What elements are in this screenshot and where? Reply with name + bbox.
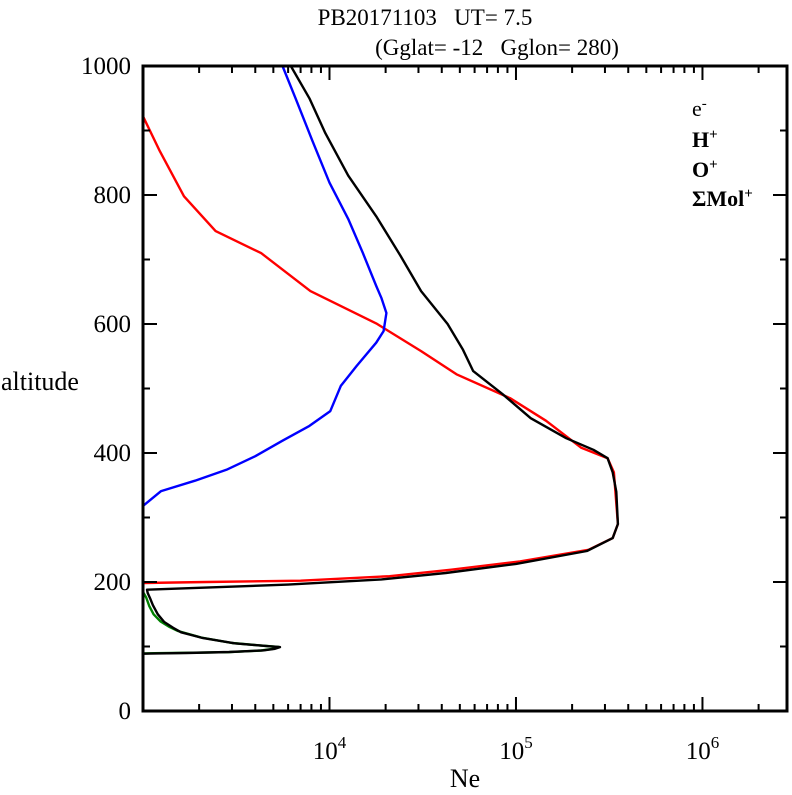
- legend-entry: e-: [692, 96, 707, 121]
- y-axis-tick-labels: 0 200 400 600 800 1000: [81, 53, 131, 725]
- chart-title-line1: PB20171103 UT= 7.5: [318, 5, 533, 30]
- series-e: [141, 64, 620, 655]
- curves: [141, 64, 620, 655]
- x-tick-label: 106: [686, 733, 720, 765]
- x-tick-label: 104: [313, 733, 347, 765]
- x-axis-tick-labels: 104 105 106: [313, 733, 719, 765]
- x-tick-label: 105: [499, 733, 533, 765]
- series-h: [141, 64, 388, 508]
- y-tick-label: 1000: [81, 53, 131, 80]
- legend-entry: ΣMol+: [692, 186, 753, 211]
- legend-entry: H+: [692, 127, 718, 152]
- plot-frame: [141, 64, 789, 713]
- x-axis-ticks: [198, 66, 760, 711]
- plot-frame-rect: [141, 64, 789, 713]
- legend: e- H+ O+ ΣMol+: [692, 96, 753, 211]
- y-tick-label: 800: [94, 182, 132, 209]
- series-o: [141, 115, 620, 585]
- y-tick-label: 200: [94, 569, 132, 596]
- y-tick-label: 0: [119, 698, 132, 725]
- y-tick-label: 400: [94, 440, 132, 467]
- legend-entry: O+: [692, 157, 718, 182]
- y-axis-ticks: [143, 65, 787, 712]
- x-axis-label: Ne: [450, 764, 480, 793]
- y-axis-label: altitude: [1, 367, 79, 396]
- x-tick-marks: [198, 66, 760, 711]
- y-tick-marks: [143, 65, 787, 712]
- chart-title-line2: (Gglat= -12 Gglon= 280): [375, 35, 619, 60]
- y-tick-label: 600: [94, 311, 132, 338]
